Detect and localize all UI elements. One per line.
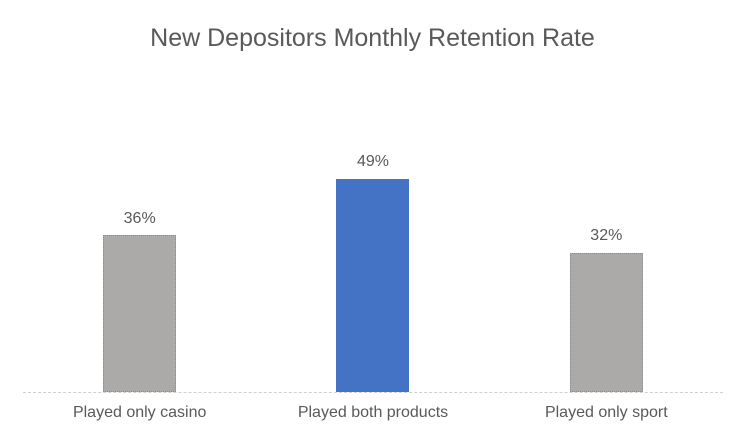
bar[interactable] (569, 252, 643, 392)
data-label: 32% (590, 227, 623, 245)
data-label: 36% (123, 209, 156, 227)
category-label: Played only sport (544, 404, 668, 421)
bar-slot: 32% (490, 87, 723, 392)
data-label: 49% (356, 153, 389, 171)
plot-area: 36% 49% 32% (23, 87, 723, 392)
bar-slot: 49% (256, 87, 489, 392)
category-label: Played only casino (72, 404, 207, 421)
bar[interactable] (103, 235, 177, 392)
x-axis-line (23, 392, 723, 393)
chart-title: New Depositors Monthly Retention Rate (150, 24, 595, 52)
x-axis-labels: Played only casino Played both products Pl… (23, 403, 723, 422)
bar-slot: 36% (23, 87, 256, 392)
category-label: Played both products (297, 404, 449, 421)
bar[interactable] (336, 178, 410, 392)
